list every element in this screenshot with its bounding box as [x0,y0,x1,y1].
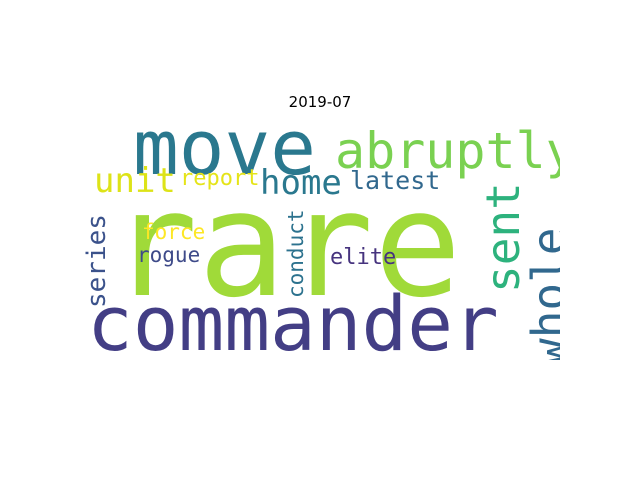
word-force: force [142,220,206,244]
word-rogue: rogue [137,243,201,267]
word-whole: whole [522,227,560,360]
word-latest: latest [350,166,441,195]
chart-title: 2019-07 [288,93,352,111]
word-elite: elite [330,245,397,270]
word-unit: unit [94,161,176,201]
word-sent: sent [476,182,530,293]
word-report: report [180,166,260,191]
word-move: move [133,120,317,192]
word-commander: commander [87,279,499,361]
word-cloud: move abruptly unit report home latest ra… [80,120,560,360]
word-rare: rare [110,160,462,330]
word-abruptly: abruptly [335,122,560,180]
word-home: home [260,163,342,203]
